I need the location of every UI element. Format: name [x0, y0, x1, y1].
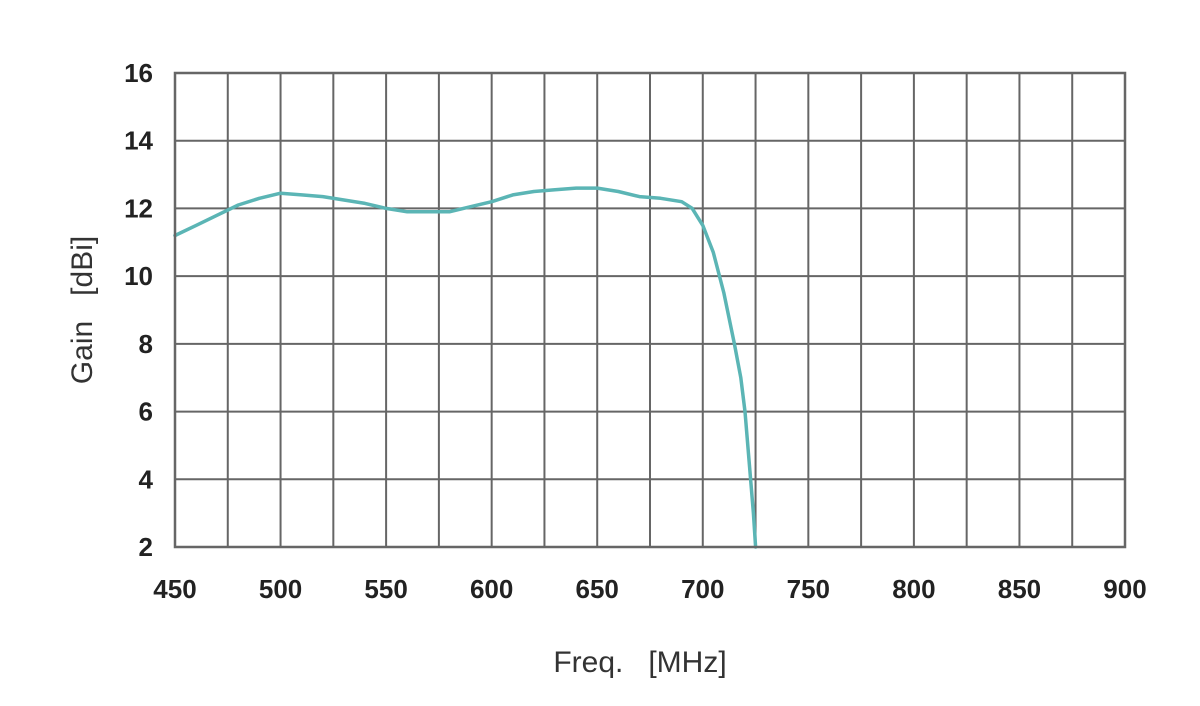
series-layer	[173, 186, 758, 549]
x-axis-title: Freq. [MHz]	[553, 646, 726, 679]
y-tick-label: 12	[124, 193, 153, 223]
plot-border	[173, 71, 1127, 549]
x-tick-label: 500	[259, 574, 302, 604]
grid	[174, 72, 1126, 548]
y-tick-label: 2	[139, 532, 153, 562]
plot-frame	[173, 71, 1127, 549]
x-tick-label: 600	[470, 574, 513, 604]
x-tick-label: 450	[153, 574, 196, 604]
x-tick-label: 750	[787, 574, 830, 604]
y-tick-label: 16	[124, 58, 153, 88]
x-tick-label: 900	[1103, 574, 1146, 604]
x-tick-label: 800	[892, 574, 935, 604]
x-tick-label: 650	[576, 574, 619, 604]
y-axis-title: Gain [dBi]	[66, 236, 99, 384]
y-axis-ticks: 2 4 6 8 10 12 14 16	[124, 58, 153, 562]
x-axis-ticks: 450 500 550 600 650 700 750 800 850 900	[153, 574, 1146, 604]
y-tick-label: 14	[124, 126, 153, 156]
y-tick-label: 4	[139, 464, 154, 494]
gain-series-line	[173, 186, 758, 549]
x-tick-label: 550	[364, 574, 407, 604]
y-tick-label: 10	[124, 261, 153, 291]
x-tick-label: 700	[681, 574, 724, 604]
x-tick-label: 850	[998, 574, 1041, 604]
y-tick-label: 8	[139, 329, 153, 359]
y-tick-label: 6	[139, 397, 153, 427]
